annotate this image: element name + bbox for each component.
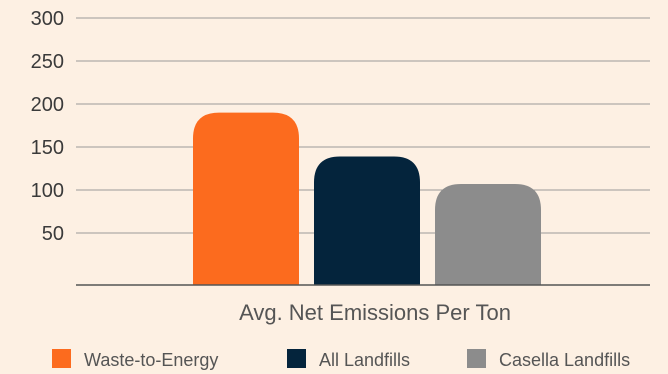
y-tick-label-300: 300 — [31, 8, 64, 30]
bar-all-landfills — [314, 156, 420, 285]
y-tick-label-50: 50 — [42, 223, 64, 245]
legend-label-all-landfills: All Landfills — [319, 350, 410, 370]
legend-label-casella-landfills: Casella Landfills — [499, 350, 630, 370]
bar-waste-to-energy — [193, 112, 299, 285]
legend: Waste-to-Energy All Landfills Casella Land… — [52, 349, 630, 370]
legend-label-waste-to-energy: Waste-to-Energy — [84, 350, 218, 370]
legend-swatch-casella-landfills — [467, 349, 486, 368]
y-tick-label-200: 200 — [31, 94, 64, 116]
legend-swatch-all-landfills — [287, 349, 306, 368]
y-tick-label-250: 250 — [31, 51, 64, 73]
y-tick-label-150: 150 — [31, 137, 64, 159]
legend-swatch-waste-to-energy — [52, 349, 71, 368]
x-category-label: Avg. Net Emissions Per Ton — [239, 300, 511, 325]
y-tick-label-100: 100 — [31, 180, 64, 202]
bars — [193, 112, 541, 285]
bar-casella-landfills — [435, 183, 541, 285]
y-axis-ticks: 50 100 150 200 250 300 — [31, 8, 64, 245]
gridlines — [76, 17, 650, 234]
